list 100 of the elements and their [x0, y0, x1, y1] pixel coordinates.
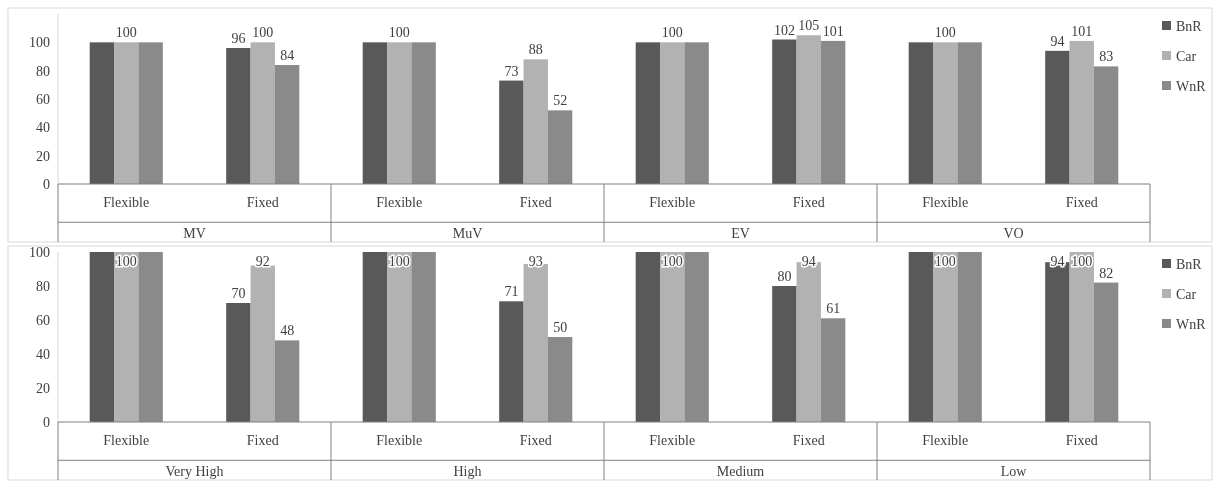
data-label: 73	[504, 63, 519, 79]
data-label: 61	[826, 301, 841, 317]
legend-label: Car	[1176, 48, 1197, 64]
bar	[660, 252, 685, 422]
data-label: 100	[661, 25, 683, 41]
y-tick-label: 100	[29, 244, 50, 260]
x-tick-label: Fixed	[519, 433, 552, 449]
data-label: 88	[528, 42, 543, 58]
bar	[908, 252, 934, 422]
x-tick-label: Flexible	[649, 195, 696, 211]
bar	[226, 303, 251, 422]
data-label: 100	[388, 254, 410, 269]
data-label: 70	[231, 286, 246, 301]
bar	[635, 42, 661, 184]
bar	[635, 252, 661, 422]
data-label: 101	[1071, 23, 1093, 39]
x-tick-label: Flexible	[922, 195, 969, 211]
data-label: 93	[528, 254, 543, 269]
data-label: 82	[1099, 265, 1114, 281]
bar	[89, 252, 115, 422]
text: Medium	[716, 464, 765, 479]
data-label: 100	[115, 25, 137, 41]
y-tick-label: 40	[36, 120, 50, 136]
bar	[933, 252, 958, 422]
legend-label: BnR	[1176, 256, 1203, 272]
bar	[362, 42, 388, 184]
bar	[660, 42, 685, 184]
bar	[772, 39, 797, 184]
data-label: 105	[798, 18, 820, 34]
text: EV	[731, 226, 750, 241]
data-label: 92	[255, 254, 270, 269]
x-tick-label: Flexible	[376, 433, 423, 449]
text: MV	[183, 226, 206, 241]
data-label: 80	[777, 269, 792, 284]
text: Very High	[165, 464, 224, 479]
bar	[114, 42, 139, 184]
data-label: 100	[115, 254, 137, 269]
y-tick-label: 40	[36, 346, 50, 362]
legend-label: Car	[1176, 286, 1197, 302]
y-tick-label: 100	[29, 35, 50, 51]
bar	[499, 301, 524, 422]
bar	[772, 286, 797, 422]
text: MuV	[452, 226, 483, 241]
y-tick-label: 80	[36, 278, 50, 294]
data-label: 84	[280, 48, 295, 63]
bar	[226, 48, 251, 184]
bar	[499, 80, 524, 184]
legend-label: WnR	[1176, 78, 1207, 94]
data-label: 83	[1099, 49, 1114, 65]
data-label: 100	[388, 25, 410, 41]
bar	[1069, 40, 1094, 184]
data-label: 100	[934, 25, 956, 41]
x-tick-label: Fixed	[1065, 195, 1098, 211]
y-tick-label: 80	[36, 63, 50, 79]
data-label: 100	[252, 25, 274, 41]
x-tick-label: Flexible	[922, 433, 969, 449]
bar	[250, 42, 275, 184]
bar	[114, 252, 139, 422]
x-tick-label: Flexible	[103, 433, 150, 449]
y-tick-label: 20	[36, 380, 50, 396]
bar	[89, 42, 115, 184]
x-tick-label: Flexible	[649, 433, 696, 449]
bar	[796, 35, 821, 184]
bar	[523, 59, 548, 184]
bar	[933, 42, 958, 184]
bar	[908, 42, 934, 184]
x-tick-label: Fixed	[1065, 433, 1098, 449]
x-tick-label: Fixed	[519, 195, 552, 211]
x-tick-label: Fixed	[792, 195, 825, 211]
bar	[362, 252, 388, 422]
bar	[387, 252, 412, 422]
bar	[250, 265, 275, 422]
legend-label: BnR	[1176, 18, 1203, 34]
y-tick-label: 20	[36, 148, 50, 164]
y-tick-label: 0	[43, 176, 50, 192]
y-tick-label: 60	[36, 91, 50, 107]
x-tick-label: Fixed	[246, 195, 279, 211]
text: Low	[1000, 464, 1028, 479]
data-label: 100	[934, 254, 956, 269]
x-tick-label: Fixed	[246, 433, 279, 449]
data-label: 96	[231, 31, 246, 46]
data-label: 71	[504, 284, 519, 300]
data-label: 94	[801, 254, 816, 269]
x-tick-label: Fixed	[792, 433, 825, 449]
x-tick-label: Flexible	[376, 195, 423, 211]
bar	[387, 42, 412, 184]
data-label: 100	[1071, 254, 1093, 269]
data-label: 101	[822, 23, 844, 39]
data-label: 94	[1050, 33, 1065, 49]
data-label: 100	[661, 254, 683, 269]
data-label: 52	[553, 93, 568, 109]
data-label: 102	[773, 22, 795, 38]
y-tick-label: 60	[36, 312, 50, 328]
text: VO	[1003, 226, 1024, 241]
bar	[1045, 50, 1070, 184]
text: High	[453, 464, 482, 479]
bar	[1069, 252, 1094, 422]
data-label: 48	[280, 323, 295, 339]
data-label: 50	[553, 320, 568, 335]
x-tick-label: Flexible	[103, 195, 150, 211]
